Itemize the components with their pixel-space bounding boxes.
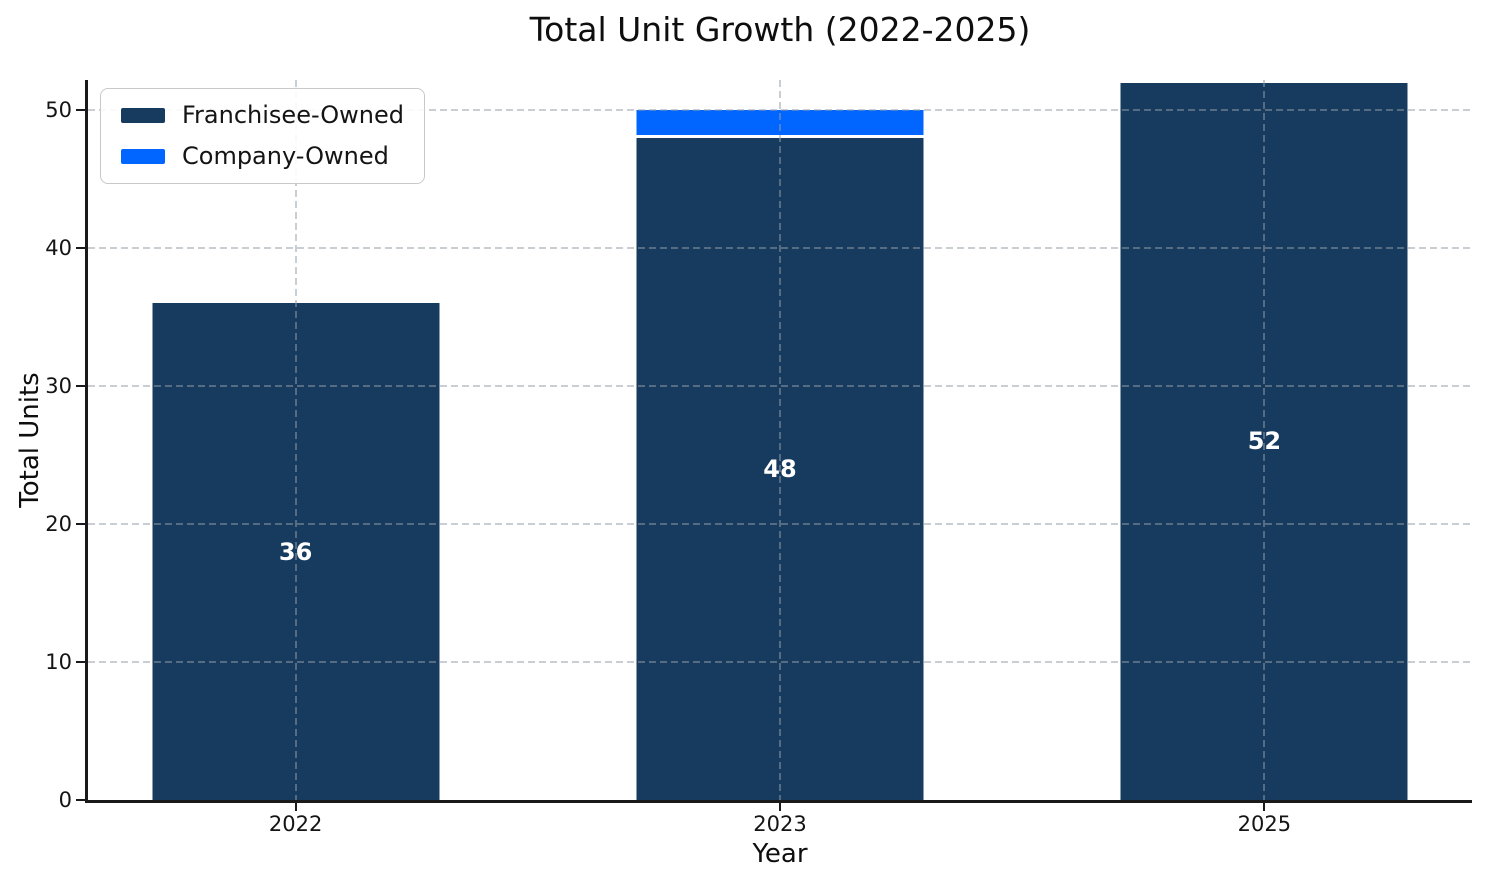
y-tick-mark-0 (76, 799, 85, 801)
y-tick-mark-30 (76, 385, 85, 388)
legend-item-company-owned: Company-Owned (121, 141, 404, 171)
y-axis-spine (85, 80, 88, 803)
x-tick-mark-2022 (294, 803, 297, 811)
legend-swatch-franchisee-owned (121, 108, 165, 124)
bar-segment-company-owned (636, 110, 924, 138)
legend-label-franchisee-owned: Franchisee-Owned (182, 101, 405, 129)
y-tick-label-40: 40 (45, 235, 72, 260)
y-tick-label-30: 30 (45, 373, 72, 398)
bar-value-label-2023: 48 (763, 454, 797, 483)
y-tick-mark-40 (76, 247, 85, 250)
y-tick-label-0: 0 (58, 787, 72, 812)
x-axis-spine (85, 800, 1472, 803)
y-axis-label: Total Units (15, 372, 45, 508)
bar-value-label-2025: 52 (1247, 427, 1282, 456)
x-axis-label: Year (752, 839, 808, 869)
legend: Franchisee-Owned Company-Owned (100, 88, 426, 185)
legend-item-franchisee-owned: Franchisee-Owned (121, 101, 405, 130)
y-tick-mark-50 (76, 109, 85, 112)
x-tick-label-2022: 2022 (268, 812, 323, 836)
x-tick-label-2025: 2025 (1237, 812, 1292, 836)
bar-2023 (636, 80, 924, 800)
x-tick-label-2023: 2023 (753, 812, 807, 836)
y-tick-label-20: 20 (45, 511, 72, 536)
y-tick-label-10: 10 (45, 649, 72, 674)
y-tick-mark-20 (76, 523, 85, 526)
legend-swatch-company-owned (121, 148, 165, 164)
bar-value-label-2022: 36 (278, 537, 313, 566)
legend-label-company-owned: Company-Owned (182, 141, 389, 170)
y-tick-mark-10 (76, 661, 85, 664)
x-tick-mark-2025 (1263, 803, 1266, 811)
bar-2022 (152, 80, 440, 800)
chart-title: Total Unit Growth (2022-2025) (529, 10, 1031, 49)
y-tick-label-50: 50 (45, 97, 72, 122)
x-tick-mark-2023 (779, 803, 781, 811)
plot-area: 0 10 20 30 40 50 2022 36 2023 48 2025 52 (45, 80, 1472, 835)
